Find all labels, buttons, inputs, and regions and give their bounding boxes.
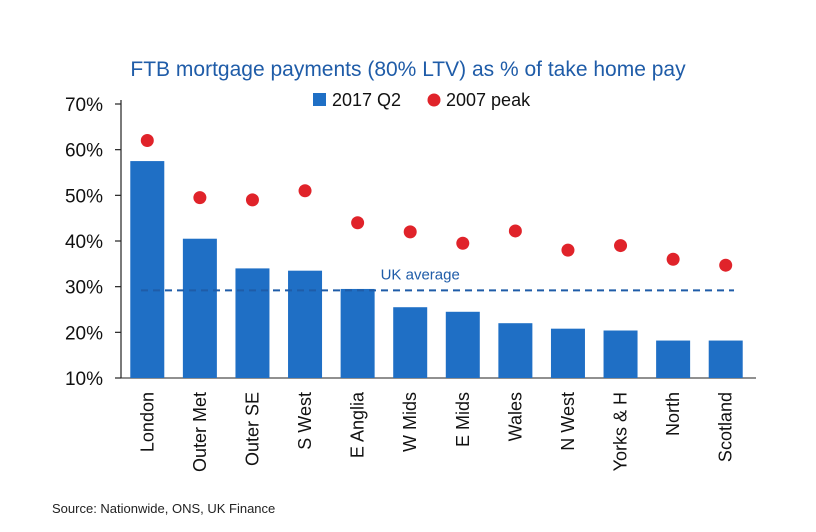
bar-2017-q2 — [182, 238, 217, 378]
bar-2017-q2 — [393, 307, 428, 378]
category-label: Wales — [505, 392, 525, 441]
legend-label-2017-q2: 2017 Q2 — [332, 90, 401, 110]
y-tick-label: 10% — [65, 369, 103, 390]
legend-swatch-2017-q2 — [313, 93, 326, 106]
dot-2007-peak — [719, 258, 733, 272]
category-label: North — [663, 392, 683, 436]
dot-2007-peak — [351, 216, 365, 230]
legend-swatch-2007-peak — [427, 93, 441, 107]
bar-2017-q2 — [445, 311, 480, 378]
y-tick-label: 50% — [65, 186, 103, 207]
dot-2007-peak — [298, 184, 312, 198]
bar-2017-q2 — [235, 268, 270, 378]
category-label: E Anglia — [348, 391, 368, 458]
y-tick-label: 20% — [65, 323, 103, 344]
bar-2017-q2 — [550, 328, 585, 378]
y-tick-label: 40% — [65, 232, 103, 253]
bar-2017-q2 — [130, 161, 165, 378]
category-label: Yorks & H — [611, 392, 631, 471]
y-tick-label: 60% — [65, 141, 103, 162]
dot-2007-peak — [456, 236, 470, 250]
category-label: S West — [295, 392, 315, 450]
legend-label-2007-peak: 2007 peak — [446, 90, 531, 110]
category-label: Scotland — [716, 392, 736, 462]
dot-2007-peak — [245, 193, 259, 207]
dot-2007-peak — [508, 224, 522, 238]
y-tick-label: 30% — [65, 278, 103, 299]
bar-2017-q2 — [288, 270, 323, 378]
dot-2007-peak — [614, 239, 628, 253]
dot-2007-peak — [403, 225, 417, 239]
dot-2007-peak — [561, 243, 575, 257]
bar-2017-q2 — [498, 323, 533, 378]
y-tick-label: 70% — [65, 95, 103, 116]
bar-2017-q2 — [603, 330, 638, 378]
dot-2007-peak — [193, 191, 207, 205]
bar-2017-q2 — [708, 340, 743, 378]
bar-2017-q2 — [656, 340, 691, 378]
category-label: E Mids — [453, 392, 473, 447]
dot-2007-peak — [666, 252, 680, 266]
uk-average-label: UK average — [381, 266, 460, 283]
source-note: Source: Nationwide, ONS, UK Finance — [52, 501, 276, 516]
category-label: W Mids — [400, 392, 420, 452]
category-label: London — [137, 392, 157, 452]
bar-2017-q2 — [340, 288, 375, 378]
dot-2007-peak — [140, 134, 154, 148]
chart-title: FTB mortgage payments (80% LTV) as % of … — [130, 58, 686, 81]
category-label: N West — [558, 392, 578, 451]
category-label: Outer SE — [242, 392, 262, 466]
category-label: Outer Met — [190, 392, 210, 472]
